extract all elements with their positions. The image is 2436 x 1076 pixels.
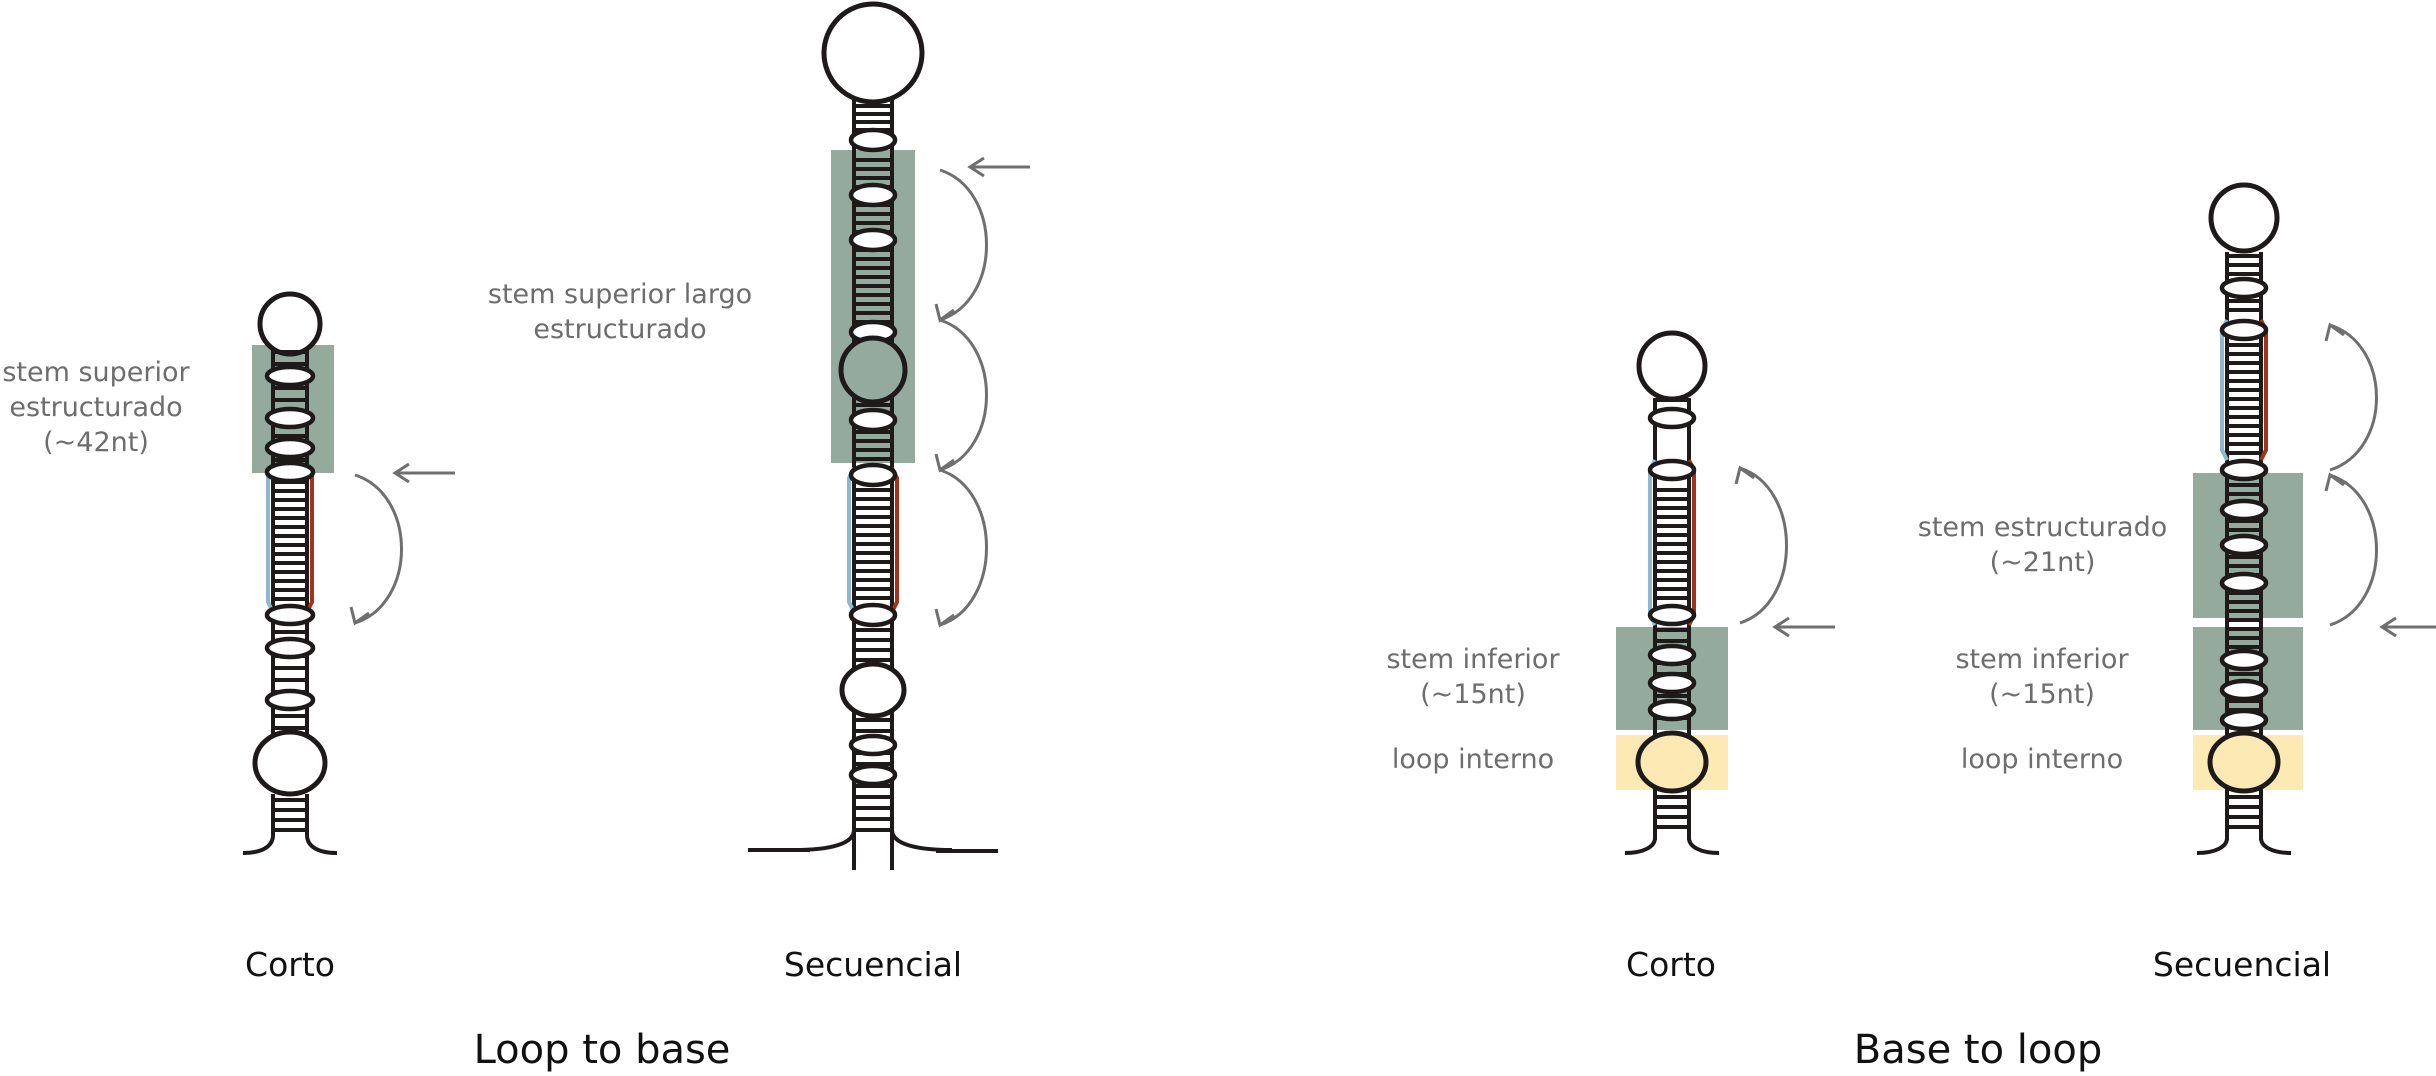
step-arrow-head [934, 303, 955, 323]
bulge [264, 603, 316, 627]
step-arrow-head [934, 453, 955, 473]
label-stem-estructurado: stem estructurado (~21nt) [1900, 510, 2185, 580]
label-loop-interno: loop interno [1932, 742, 2152, 777]
bulge [2219, 458, 2269, 482]
label-line: stem inferior [1386, 644, 1560, 675]
arrow-head [392, 462, 410, 484]
label-stem-inferior: stem inferior (~15nt) [1932, 642, 2152, 712]
arrow-head [1772, 616, 1790, 638]
panel-title-loop-to-base: Loop to base [473, 1027, 731, 1073]
label-loop-interno: loop interno [1363, 742, 1583, 777]
step-arc [939, 318, 988, 472]
step-arrow-head [934, 608, 955, 628]
internal-loop [839, 661, 907, 719]
flank-5prime [1624, 837, 1657, 855]
caption-secuencial: Secuencial [783, 945, 963, 984]
bulge [848, 407, 898, 433]
terminal-loop [1636, 330, 1708, 402]
label-line: loop interno [1960, 744, 2124, 775]
bulge [264, 364, 316, 388]
bulge [264, 636, 316, 660]
flank-5prime [242, 834, 275, 855]
bulge [2219, 708, 2269, 732]
bulge [264, 436, 316, 460]
flank-5prime [793, 829, 856, 852]
label-line: (~15nt) [1420, 679, 1526, 710]
step-arc [2329, 323, 2378, 472]
bulge [2219, 571, 2269, 595]
bulge [1647, 643, 1697, 667]
bulge [264, 406, 316, 430]
step-arrow-head [2324, 322, 2345, 342]
bulge [2219, 318, 2269, 342]
terminal-loop [821, 1, 925, 105]
step-arc [1739, 466, 1788, 625]
label-line: stem superior [2, 357, 190, 388]
bulge [848, 602, 898, 628]
terminal-loop [257, 291, 323, 357]
caption-secuencial: Secuencial [2152, 945, 2332, 984]
step-arrow-head [2324, 472, 2345, 492]
bulge [848, 462, 898, 488]
bulge [2219, 648, 2269, 672]
label-line: stem estructurado [1917, 512, 2168, 543]
bulge [1647, 406, 1697, 430]
label-line: estructurado [533, 314, 707, 345]
label-stem-superior-largo: stem superior largo estructurado [460, 277, 780, 347]
label-line: loop interno [1391, 744, 1555, 775]
bulge [848, 182, 898, 208]
label-line: stem inferior [1955, 644, 2129, 675]
step-arc [354, 473, 403, 625]
bulge [2219, 678, 2269, 702]
label-stem-superior: stem superior estructurado (~42nt) [0, 355, 196, 460]
step-arrow-head [349, 606, 370, 626]
flank-3prime [305, 834, 338, 855]
step-arc [2329, 473, 2378, 627]
bulge [2219, 276, 2269, 300]
flank-3prime [2259, 837, 2292, 855]
arrow-head [2379, 616, 2397, 638]
internal-loop [252, 729, 328, 797]
label-line: (~42nt) [43, 427, 149, 458]
internal-loop [1635, 730, 1709, 794]
panel-title-base-to-loop: Base to loop [1853, 1027, 2103, 1073]
caption-corto: Corto [245, 945, 335, 984]
caption-corto: Corto [1626, 945, 1716, 984]
label-line: estructurado [9, 392, 183, 423]
terminal-loop [2208, 182, 2280, 254]
label-line: (~15nt) [1989, 679, 2095, 710]
arrow-head [967, 156, 985, 178]
step-arc [939, 168, 988, 322]
bulge [1647, 603, 1697, 627]
flank-5prime [2196, 837, 2229, 855]
label-line: stem superior largo [487, 279, 753, 310]
flank-3prime [1687, 837, 1720, 855]
bulge [264, 688, 316, 712]
bulge [1647, 671, 1697, 695]
bulge [2219, 498, 2269, 522]
structure-layer [242, 1, 2292, 870]
flank-3prime [890, 829, 953, 852]
bulge [848, 733, 898, 757]
bulge [2219, 533, 2269, 557]
bulge [1647, 698, 1697, 722]
bulge [848, 227, 898, 253]
bulge [1647, 458, 1697, 482]
internal-loop [2207, 730, 2281, 794]
arrow-layer [349, 156, 2436, 638]
bulge [264, 460, 316, 484]
internal-loop [838, 335, 908, 405]
bulge [848, 127, 898, 153]
step-arc [939, 468, 988, 627]
bulge [848, 763, 898, 787]
label-stem-inferior: stem inferior (~15nt) [1363, 642, 1583, 712]
step-arrow-head [1734, 465, 1755, 485]
label-line: (~21nt) [1989, 547, 2096, 578]
